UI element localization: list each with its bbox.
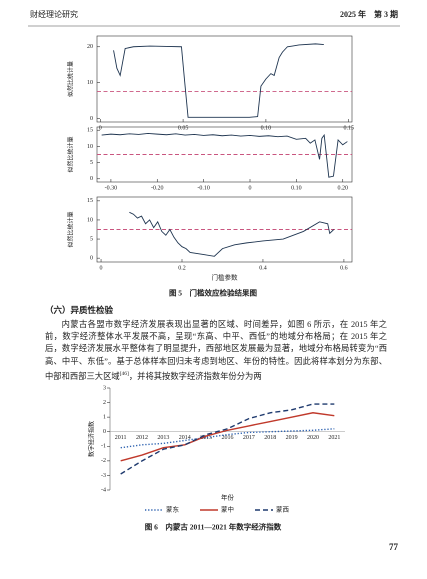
x-tick-label: 2021 bbox=[328, 435, 340, 441]
paragraph-text: 内蒙古各盟市数字经济发展表现出显著的区域、时间差异，如图 6 所示，在 2015… bbox=[45, 320, 387, 381]
y-tick-label: 0 bbox=[90, 116, 93, 122]
journal-name: 财经理论研究 bbox=[30, 9, 78, 19]
y-tick-label: 5 bbox=[90, 160, 93, 166]
y-axis-label: 似然比统计量 bbox=[66, 61, 74, 97]
x-tick-label: -0.30 bbox=[105, 185, 118, 191]
paragraph-text: ，并将其按数字经济指数年份分为两 bbox=[128, 371, 262, 381]
issue: 2025 年 第 3 期 bbox=[340, 9, 398, 19]
x-tick-label: 2015 bbox=[200, 435, 212, 441]
x-tick-label: 2013 bbox=[157, 435, 169, 441]
citation: [46] bbox=[119, 370, 129, 377]
x-tick-label: 2019 bbox=[286, 435, 298, 441]
x-tick-label: 0.10 bbox=[291, 185, 302, 191]
x-tick-label: 0.10 bbox=[261, 125, 272, 131]
y-axis-label: 似然比统计量 bbox=[66, 211, 74, 247]
y-tick-label: 0 bbox=[90, 256, 93, 262]
x-axis-label: 年份 bbox=[221, 492, 235, 501]
x-tick-label: 0.20 bbox=[337, 185, 348, 191]
x-tick-label: 2016 bbox=[222, 435, 234, 441]
y-axis-label: 似然比统计量 bbox=[66, 136, 74, 172]
y-tick-label: 0 bbox=[103, 429, 106, 435]
x-tick-label: 0.15 bbox=[343, 125, 354, 131]
data-line bbox=[101, 133, 348, 178]
x-tick-label: 2012 bbox=[136, 435, 148, 441]
y-tick-label: 2 bbox=[103, 400, 106, 406]
y-tick-label: 0 bbox=[90, 176, 93, 182]
y-tick-label: 5 bbox=[90, 236, 93, 242]
y-tick-label: 10 bbox=[87, 80, 93, 86]
x-tick-label: 2017 bbox=[243, 435, 255, 441]
x-tick-label: 0.05 bbox=[178, 125, 189, 131]
x-tick-label: 2014 bbox=[179, 435, 191, 441]
x-tick-label: 0 bbox=[100, 265, 103, 271]
legend-label: 蒙东 bbox=[166, 504, 180, 513]
x-tick-label: 2020 bbox=[307, 435, 319, 441]
data-line bbox=[129, 211, 335, 257]
y-tick-label: 15 bbox=[87, 198, 93, 204]
y-axis-label: 数字经济指数 bbox=[87, 421, 95, 457]
x-tick-label: -0.10 bbox=[197, 185, 210, 191]
x-axis-label: 门槛参数 bbox=[212, 272, 239, 281]
plot-frame bbox=[96, 35, 353, 123]
y-tick-label: 15 bbox=[87, 128, 93, 134]
y-tick-label: -2 bbox=[101, 458, 106, 464]
x-tick-label: 0 bbox=[99, 125, 102, 131]
y-tick-label: 10 bbox=[87, 217, 93, 223]
legend-label: 蒙西 bbox=[276, 504, 290, 513]
x-tick-label: 0.2 bbox=[178, 265, 186, 271]
data-line bbox=[120, 412, 335, 462]
data-line bbox=[120, 403, 335, 475]
legend-label: 蒙中 bbox=[221, 504, 234, 513]
y-tick-label: -1 bbox=[101, 444, 106, 450]
y-tick-label: 1 bbox=[103, 415, 106, 421]
data-line bbox=[113, 43, 324, 118]
page-number: 77 bbox=[389, 542, 399, 552]
x-tick-label: 0.4 bbox=[259, 265, 267, 271]
paragraph: 内蒙古各盟市数字经济发展表现出显著的区域、时间差异，如图 6 所示，在 2015… bbox=[45, 319, 387, 383]
section-heading: （六）异质性检验 bbox=[45, 305, 114, 315]
x-tick-label: 2011 bbox=[115, 435, 127, 441]
x-tick-label: -0.20 bbox=[151, 185, 164, 191]
figure-caption: 图 5 门槛效应检验结果图 bbox=[169, 288, 258, 298]
y-tick-label: 3 bbox=[103, 385, 106, 391]
x-tick-label: 0 bbox=[249, 185, 252, 191]
y-tick-label: 10 bbox=[87, 144, 93, 150]
y-tick-label: -3 bbox=[101, 473, 106, 479]
x-tick-label: 0.6 bbox=[340, 265, 348, 271]
figure-caption: 图 6 内蒙古 2011—2021 年数字经济指数 bbox=[145, 522, 282, 532]
x-tick-label: 2018 bbox=[264, 435, 276, 441]
y-tick-label: 20 bbox=[87, 44, 93, 50]
y-tick-label: -4 bbox=[101, 487, 106, 493]
